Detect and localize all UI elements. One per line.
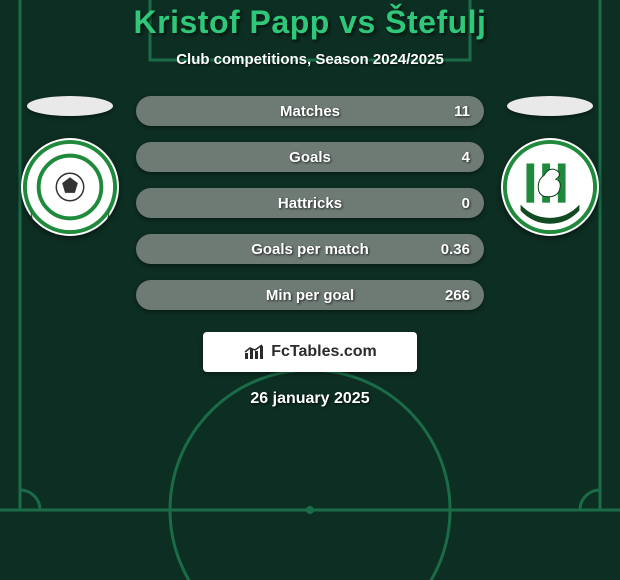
left-player-name-oval (27, 96, 113, 116)
left-player-column (10, 96, 130, 236)
comparison-title: Kristof Papp vs Štefulj (134, 4, 487, 41)
right-player-name-oval (507, 96, 593, 116)
stat-value-right: 0.36 (441, 234, 470, 264)
stat-label: Min per goal (266, 287, 354, 304)
stat-value-right: 0 (462, 188, 470, 218)
stat-label: Hattricks (278, 195, 342, 212)
stat-label: Goals (289, 149, 331, 166)
brand-text: FcTables.com (271, 343, 377, 361)
stat-row: Goals 4 (136, 142, 484, 172)
stat-row: Goals per match 0.36 (136, 234, 484, 264)
stat-row: Hattricks 0 (136, 188, 484, 218)
stats-list: Matches 11 Goals 4 Hattricks 0 Goals per match… (136, 96, 484, 310)
main-row: Matches 11 Goals 4 Hattricks 0 Goals per match… (0, 96, 620, 310)
stat-value-right: 11 (454, 96, 470, 126)
stat-row: Min per goal 266 (136, 280, 484, 310)
stat-value-right: 4 (462, 142, 470, 172)
stat-label: Matches (280, 103, 340, 120)
stat-label: Goals per match (251, 241, 369, 258)
brand-box: FcTables.com (203, 332, 417, 372)
left-club-crest (21, 138, 119, 236)
comparison-subtitle: Club competitions, Season 2024/2025 (176, 51, 444, 68)
left-crest-graphic (21, 138, 119, 236)
brand-chart-icon (243, 343, 265, 361)
snapshot-date: 26 january 2025 (250, 390, 369, 408)
right-crest-graphic (501, 138, 599, 236)
stat-row: Matches 11 (136, 96, 484, 126)
stat-value-right: 266 (445, 280, 470, 310)
right-club-crest (501, 138, 599, 236)
right-player-column (490, 96, 610, 236)
